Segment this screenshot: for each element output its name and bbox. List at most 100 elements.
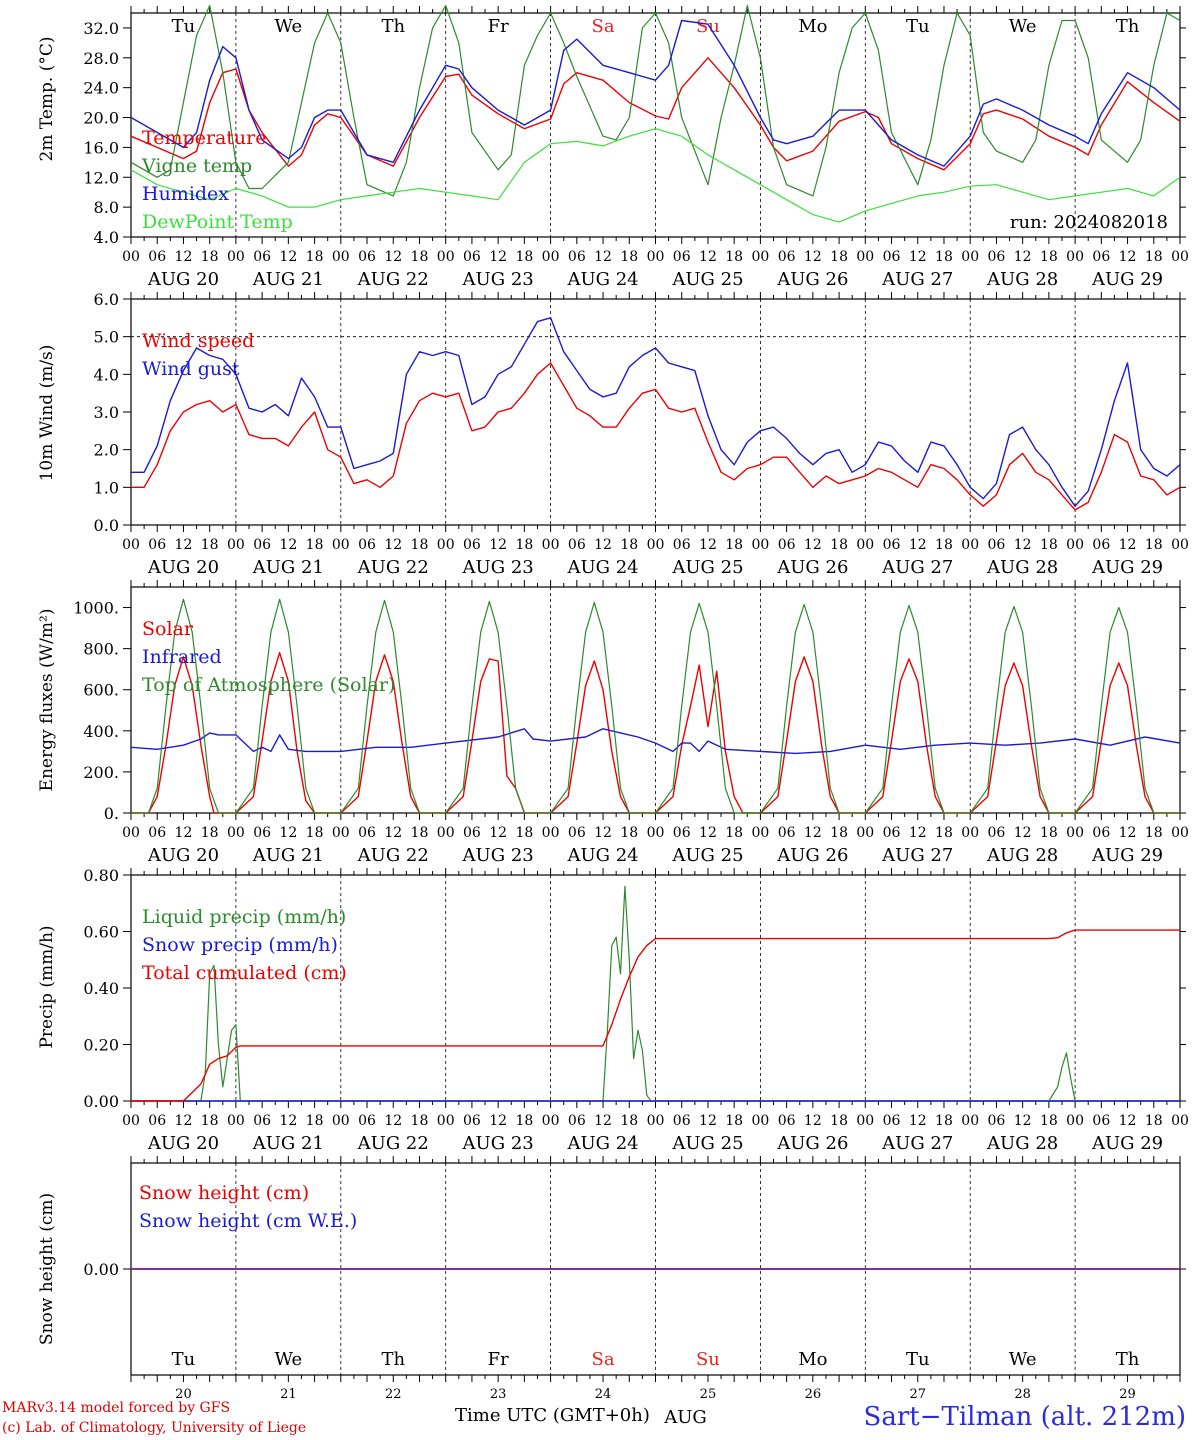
x-hour-label: 18 [201,537,219,553]
x-hour-label: 00 [647,825,665,841]
y-tick-label: 16.0 [83,138,119,157]
x-date-label: AUG 22 [357,269,429,290]
x-date-label: AUG 25 [671,845,743,866]
legend-item: Snow height (cm) [139,1182,309,1204]
x-hour-label: 06 [988,825,1006,841]
x-hour-label: 00 [1066,825,1084,841]
day-of-week-label: Su [696,1349,720,1370]
day-of-week-label: Mo [798,16,827,37]
x-hour-label: 12 [175,249,193,265]
x-hour-label: 18 [201,249,219,265]
x-hour-label: 06 [358,1113,376,1129]
day-of-week-label: Th [381,16,405,37]
x-date-label: AUG 23 [462,845,534,866]
y-tick-label: 0.40 [83,979,119,998]
y-tick-label: 32.0 [83,19,119,38]
legend-item: Liquid precip (mm/h) [142,906,346,928]
y-tick-label: 4.0 [94,228,119,247]
x-hour-label: 12 [1014,825,1032,841]
x-date-label: AUG 20 [147,557,219,578]
x-hour-label: 12 [384,537,402,553]
x-hour-label: 00 [437,249,455,265]
legend-item: Wind gust [142,358,240,380]
series-line-humidex [130,19,1181,167]
x-hour-label: 18 [830,249,848,265]
x-date-label: AUG 25 [671,269,743,290]
lab-credit: (c) Lab. of Climatology, University of L… [2,1420,307,1436]
x-hour-label: 00 [751,249,769,265]
x-hour-label: 06 [673,825,691,841]
x-hour-label: 18 [1040,825,1058,841]
x-hour-label: 00 [122,537,140,553]
x-hour-label: 06 [1092,249,1110,265]
x-hour-label: 00 [227,249,245,265]
series-line-total-cumulated-cm [131,929,1180,1102]
x-hour-label: 00 [961,537,979,553]
x-hour-label: 00 [1066,249,1084,265]
x-day-number: 27 [909,1387,926,1402]
x-date-label: AUG 22 [357,1133,429,1154]
x-hour-label: 18 [201,825,219,841]
x-hour-label: 12 [1014,1113,1032,1129]
x-hour-label: 06 [358,825,376,841]
x-hour-label: 18 [306,249,324,265]
day-of-week-label: Su [696,16,720,37]
x-hour-label: 06 [358,537,376,553]
x-date-label: AUG 21 [252,557,324,578]
y-tick-label: 400. [83,722,119,741]
panel-frame [130,12,1181,238]
x-hour-label: 12 [175,537,193,553]
x-hour-label: 12 [175,1113,193,1129]
x-day-number: 24 [595,1387,612,1402]
x-hour-label: 18 [515,249,533,265]
x-date-label: AUG 20 [147,269,219,290]
x-hour-label: 12 [1014,537,1032,553]
y-tick-label: 0.80 [83,866,119,885]
x-hour-label: 18 [515,1113,533,1129]
x-hour-label: 06 [1092,825,1110,841]
x-day-number: 29 [1119,1387,1136,1402]
x-hour-label: 06 [778,249,796,265]
x-hour-label: 18 [620,537,638,553]
x-hour-label: 06 [883,1113,901,1129]
x-hour-label: 12 [594,249,612,265]
x-hour-label: 06 [463,1113,481,1129]
series-line-extra [1048,1052,1076,1102]
x-hour-label: 00 [1171,249,1189,265]
x-hour-label: 00 [856,825,874,841]
x-hour-label: 12 [489,1113,507,1129]
x-hour-label: 18 [830,1113,848,1129]
x-hour-label: 18 [725,249,743,265]
x-hour-label: 12 [489,825,507,841]
x-hour-label: 18 [725,825,743,841]
x-hour-label: 06 [568,537,586,553]
x-hour-label: 18 [306,1113,324,1129]
x-hour-label: 18 [725,537,743,553]
x-hour-label: 06 [778,825,796,841]
model-credit: MARv3.14 model forced by GFS [2,1400,231,1416]
y-axis-label: Snow height (cm) [37,1193,57,1345]
day-of-week-label: We [1009,16,1037,37]
series-line-temperature [130,57,1181,171]
y-tick-label: 0.60 [83,923,119,942]
x-day-number: 21 [280,1387,297,1402]
x-date-label: AUG 27 [881,269,953,290]
day-of-week-label: Fr [488,1349,509,1370]
x-hour-label: 00 [1066,537,1084,553]
x-hour-label: 06 [673,249,691,265]
x-hour-label: 06 [463,825,481,841]
x-hour-label: 18 [201,1113,219,1129]
x-date-label: AUG 21 [252,1133,324,1154]
x-hour-label: 06 [253,249,271,265]
x-hour-label: 18 [620,1113,638,1129]
x-date-label: AUG 23 [462,1133,534,1154]
day-of-week-label: Tu [906,1349,930,1370]
legend-item: Infrared [142,646,222,668]
x-hour-label: 06 [673,1113,691,1129]
x-hour-label: 12 [699,249,717,265]
x-date-label: AUG 24 [566,1133,638,1154]
x-hour-label: 12 [594,537,612,553]
x-hour-label: 18 [306,825,324,841]
x-hour-label: 18 [306,537,324,553]
